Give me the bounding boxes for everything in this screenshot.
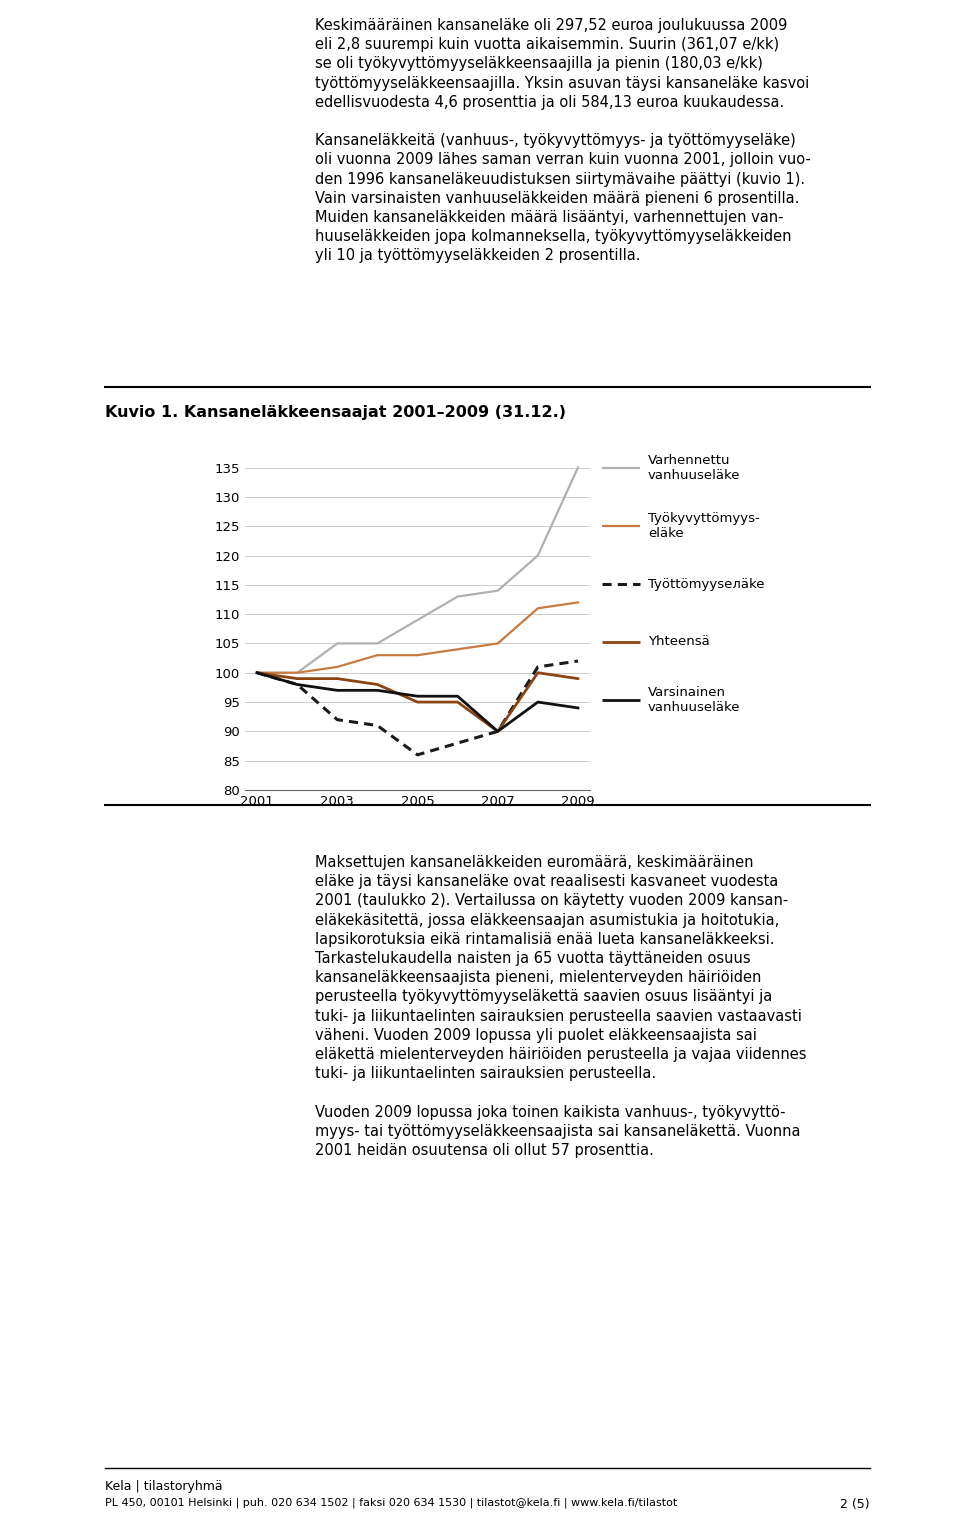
Text: Maksettujen kansaneläkkeiden euromäärä, keskimääräinen
eläke ja täysi kansaneläk: Maksettujen kansaneläkkeiden euromäärä, … — [315, 856, 806, 1157]
Text: Yhteensä: Yhteensä — [648, 636, 709, 648]
Text: Varsinainen
vanhuuseläke: Varsinainen vanhuuseläke — [648, 686, 740, 715]
Text: Työttömyysелäke: Työttömyysелäke — [648, 578, 764, 590]
Text: 2 (5): 2 (5) — [840, 1497, 870, 1511]
Text: Varhennettu
vanhuuseläke: Varhennettu vanhuuseläke — [648, 454, 740, 482]
Text: Työkyvyttömyys-
eläke: Työkyvyttömyys- eläke — [648, 513, 759, 540]
Text: Kela | tilastoryhmä: Kela | tilastoryhmä — [105, 1481, 223, 1493]
Text: Keskimääräinen kansaneläke oli 297,52 euroa joulukuussa 2009
eli 2,8 suurempi ku: Keskimääräinen kansaneläke oli 297,52 eu… — [315, 18, 811, 264]
Text: PL 450, 00101 Helsinki | puh. 020 634 1502 | faksi 020 634 1530 | tilastot@kela.: PL 450, 00101 Helsinki | puh. 020 634 15… — [105, 1497, 677, 1508]
Text: Kuvio 1. Kansaneläkkeensaajat 2001–2009 (31.12.): Kuvio 1. Kansaneläkkeensaajat 2001–2009 … — [105, 405, 566, 420]
